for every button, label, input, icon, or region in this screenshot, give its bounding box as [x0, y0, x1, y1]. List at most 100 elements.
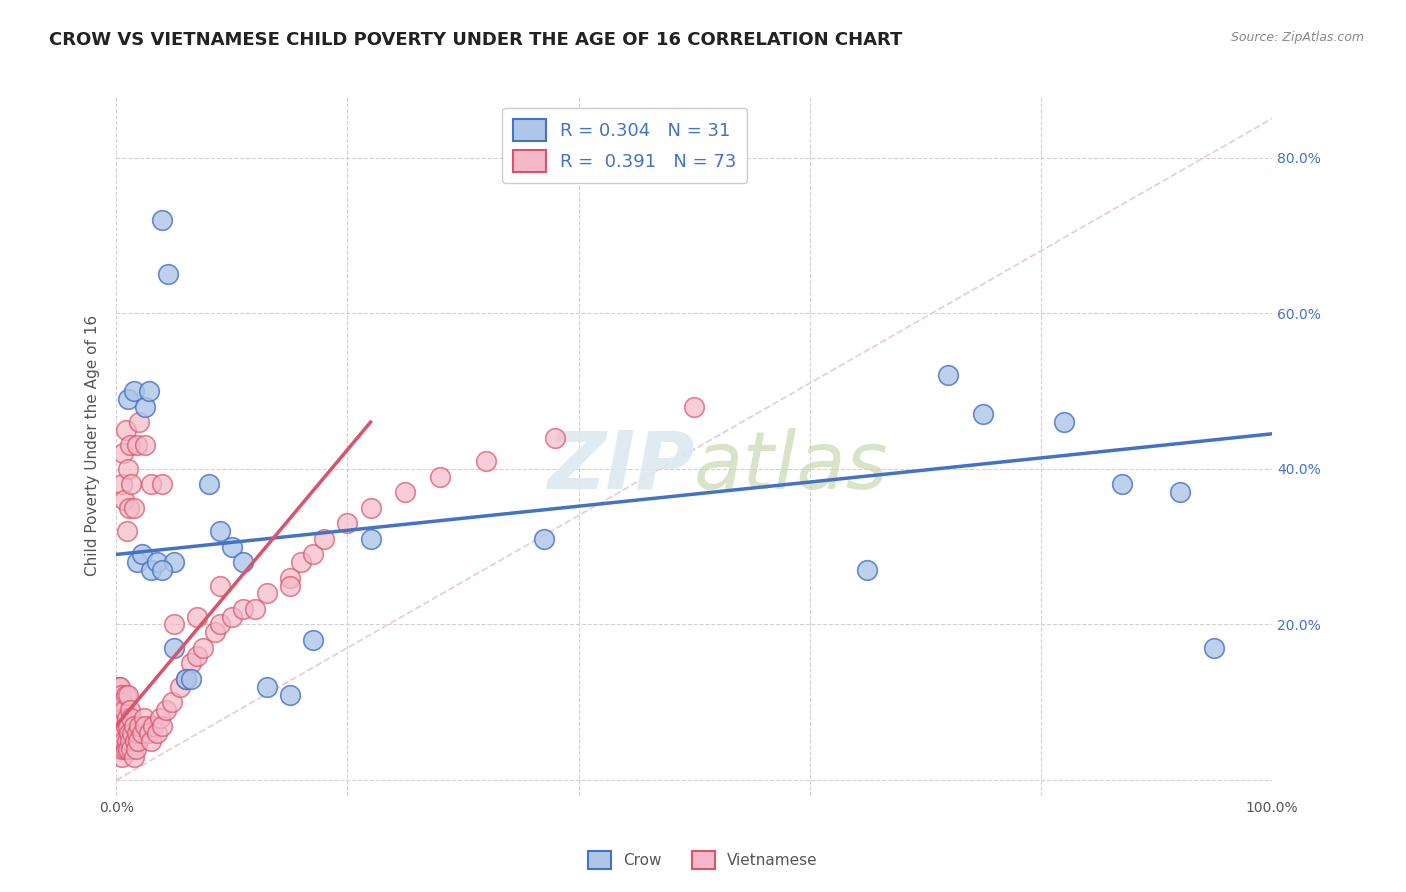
- Point: [111, 695, 134, 709]
- Point: [112, 703, 135, 717]
- Point: [107, 734, 129, 748]
- Point: [232, 555, 254, 569]
- Point: [110, 688, 132, 702]
- Point: [132, 711, 155, 725]
- Point: [278, 688, 301, 702]
- Point: [139, 477, 162, 491]
- Point: [112, 734, 135, 748]
- Text: CROW VS VIETNAMESE CHILD POVERTY UNDER THE AGE OF 16 CORRELATION CHART: CROW VS VIETNAMESE CHILD POVERTY UNDER T…: [49, 31, 903, 49]
- Point: [117, 462, 139, 476]
- Point: [134, 400, 156, 414]
- Point: [134, 438, 156, 452]
- Point: [163, 617, 186, 632]
- Point: [124, 734, 146, 748]
- Point: [117, 392, 139, 406]
- Point: [157, 267, 180, 281]
- Point: [128, 415, 150, 429]
- Point: [107, 711, 129, 725]
- Point: [112, 493, 135, 508]
- Point: [209, 617, 232, 632]
- Point: [163, 555, 186, 569]
- Point: [394, 485, 416, 500]
- Point: [1204, 640, 1226, 655]
- Point: [544, 431, 567, 445]
- Point: [125, 438, 148, 452]
- Point: [120, 477, 142, 491]
- Point: [152, 563, 174, 577]
- Point: [142, 719, 165, 733]
- Point: [243, 602, 266, 616]
- Point: [121, 726, 143, 740]
- Point: [111, 477, 134, 491]
- Point: [360, 532, 382, 546]
- Point: [221, 609, 243, 624]
- Point: [107, 726, 129, 740]
- Point: [120, 742, 142, 756]
- Point: [174, 672, 197, 686]
- Point: [122, 384, 145, 398]
- Point: [127, 734, 149, 748]
- Text: atlas: atlas: [695, 427, 889, 506]
- Point: [336, 516, 359, 531]
- Point: [138, 384, 160, 398]
- Point: [112, 711, 135, 725]
- Point: [683, 400, 706, 414]
- Point: [128, 719, 150, 733]
- Legend: Crow, Vietnamese: Crow, Vietnamese: [582, 845, 824, 875]
- Point: [125, 726, 148, 740]
- Point: [131, 548, 153, 562]
- Text: ZIP: ZIP: [547, 427, 695, 506]
- Point: [152, 477, 174, 491]
- Point: [145, 555, 167, 569]
- Point: [117, 742, 139, 756]
- Point: [221, 540, 243, 554]
- Point: [204, 625, 226, 640]
- Point: [533, 532, 555, 546]
- Point: [114, 688, 136, 702]
- Point: [174, 672, 197, 686]
- Point: [256, 680, 278, 694]
- Point: [1168, 485, 1191, 500]
- Point: [180, 672, 202, 686]
- Point: [122, 500, 145, 515]
- Point: [169, 680, 191, 694]
- Point: [120, 438, 142, 452]
- Point: [115, 524, 138, 538]
- Point: [114, 719, 136, 733]
- Point: [972, 408, 994, 422]
- Point: [112, 742, 135, 756]
- Point: [122, 719, 145, 733]
- Point: [117, 719, 139, 733]
- Point: [152, 719, 174, 733]
- Point: [111, 726, 134, 740]
- Point: [118, 500, 141, 515]
- Point: [191, 640, 214, 655]
- Point: [301, 548, 323, 562]
- Point: [290, 555, 312, 569]
- Point: [107, 680, 129, 694]
- Point: [209, 578, 232, 592]
- Point: [938, 368, 960, 383]
- Point: [360, 500, 382, 515]
- Point: [160, 695, 183, 709]
- Point: [429, 469, 451, 483]
- Point: [134, 719, 156, 733]
- Point: [122, 749, 145, 764]
- Point: [1053, 415, 1076, 429]
- Point: [163, 640, 186, 655]
- Point: [256, 586, 278, 600]
- Point: [278, 571, 301, 585]
- Point: [186, 648, 208, 663]
- Point: [107, 719, 129, 733]
- Point: [1111, 477, 1133, 491]
- Point: [108, 680, 131, 694]
- Legend: R = 0.304   N = 31, R =  0.391   N = 73: R = 0.304 N = 31, R = 0.391 N = 73: [502, 108, 747, 183]
- Point: [475, 454, 498, 468]
- Point: [139, 734, 162, 748]
- Point: [180, 657, 202, 671]
- Point: [112, 446, 135, 460]
- Point: [108, 726, 131, 740]
- Point: [301, 633, 323, 648]
- Point: [120, 734, 142, 748]
- Point: [108, 742, 131, 756]
